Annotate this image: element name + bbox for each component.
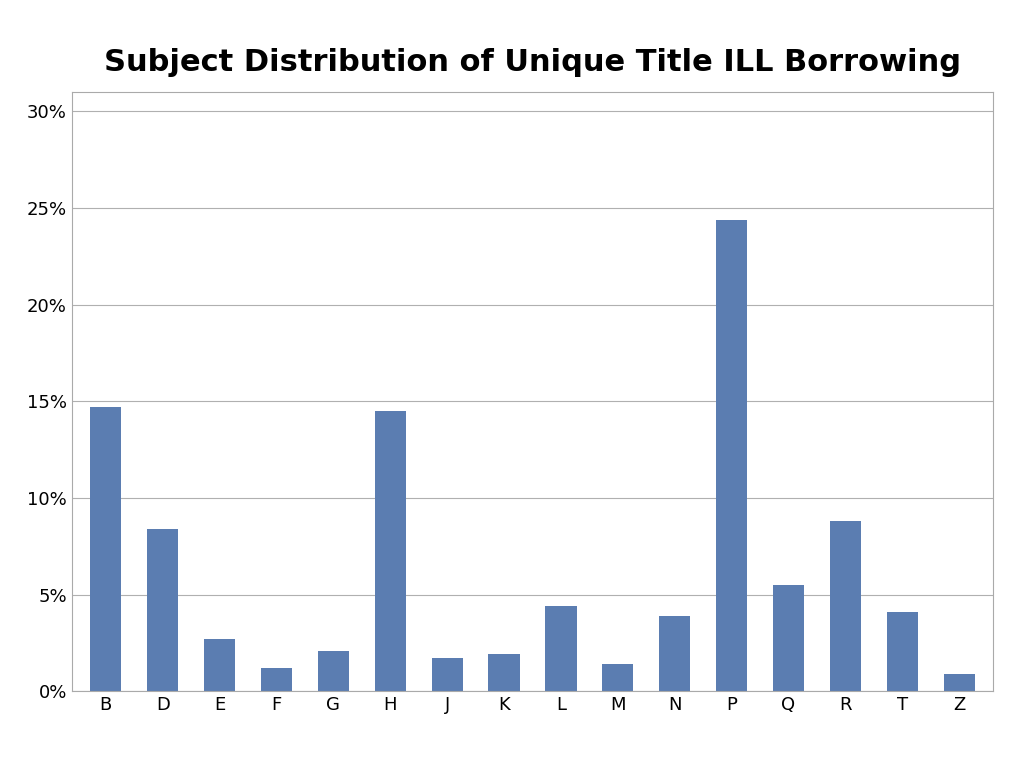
- Bar: [261, 668, 292, 691]
- Bar: [488, 654, 519, 691]
- Bar: [773, 585, 804, 691]
- Bar: [375, 411, 406, 691]
- Bar: [147, 529, 178, 691]
- Bar: [204, 639, 236, 691]
- Bar: [431, 658, 463, 691]
- Bar: [716, 220, 748, 691]
- Bar: [545, 606, 577, 691]
- Bar: [602, 664, 634, 691]
- Bar: [659, 616, 690, 691]
- Bar: [90, 407, 122, 691]
- Bar: [943, 674, 975, 691]
- Bar: [829, 521, 861, 691]
- Bar: [887, 612, 918, 691]
- Title: Subject Distribution of Unique Title ILL Borrowing: Subject Distribution of Unique Title ILL…: [104, 48, 961, 78]
- Bar: [317, 650, 349, 691]
